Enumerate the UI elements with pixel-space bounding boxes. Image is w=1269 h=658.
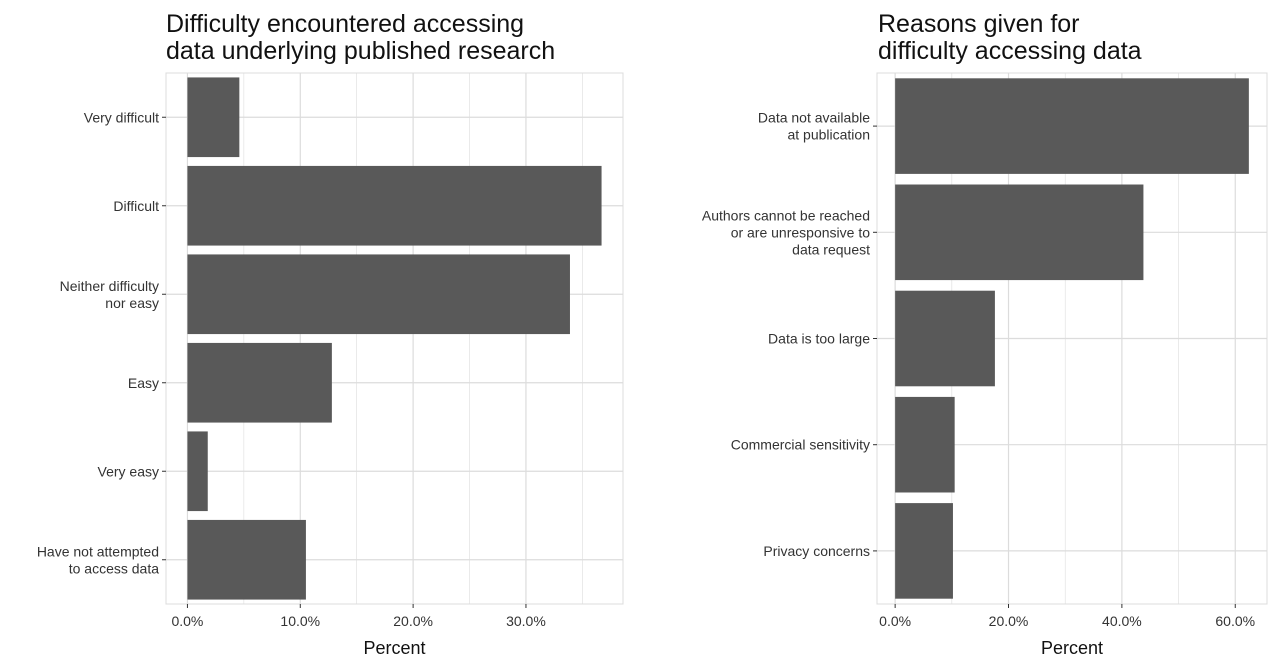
y-tick-label: Authors cannot be reached or are unrespon… xyxy=(702,207,870,257)
bar xyxy=(187,254,570,335)
x-axis-label: Percent xyxy=(363,638,425,658)
y-tick-label-line: Commercial sensitivity xyxy=(731,437,870,453)
chart-title-line: Difficulty encountered accessing xyxy=(166,10,525,38)
y-tick-label-line: Data is too large xyxy=(768,331,870,347)
chart-title: Reasons given for difficulty accessing d… xyxy=(878,11,1142,65)
y-tick-label-line: Easy xyxy=(128,375,159,391)
chart-panel-difficulty: Difficulty encountered accessing data un… xyxy=(37,11,624,658)
bar xyxy=(895,78,1249,174)
y-tick-label-line: Privacy concerns xyxy=(763,543,870,559)
y-tick-label-line: or are unresponsive to xyxy=(731,224,871,240)
x-tick-label: 30.0% xyxy=(506,613,546,629)
y-tick-label-line: at publication xyxy=(787,127,870,143)
y-tick-label-line: data request xyxy=(792,241,870,257)
y-tick-label: Have not attempted to access data xyxy=(37,543,159,576)
bar xyxy=(187,77,240,158)
bar xyxy=(895,290,995,387)
x-tick-label: 20.0% xyxy=(989,613,1029,629)
x-axis-label: Percent xyxy=(1041,638,1103,658)
x-tick-label: 20.0% xyxy=(393,613,433,629)
y-tick-label-line: Very easy xyxy=(98,463,159,479)
x-tick-label: 60.0% xyxy=(1215,613,1255,629)
y-tick-label: Data is too large xyxy=(768,331,870,347)
y-tick-label-line: Data not available xyxy=(758,110,870,126)
plot-border xyxy=(165,72,624,605)
x-tick-label: 0.0% xyxy=(171,613,203,629)
x-tick-label: 10.0% xyxy=(280,613,320,629)
bar xyxy=(895,503,953,599)
y-tick-label: Commercial sensitivity xyxy=(731,437,870,453)
y-tick-label-line: Difficult xyxy=(113,198,159,214)
bar xyxy=(187,342,332,423)
chart-plot-difficulty: Very difficult Difficult Neither difficult… xyxy=(37,72,624,658)
y-tick-label: Neither difficulty nor easy xyxy=(60,278,159,311)
chart-title-line: difficulty accessing data xyxy=(878,37,1142,65)
chart-title-line: Reasons given for xyxy=(878,10,1080,38)
y-tick-label-line: Neither difficulty xyxy=(60,278,159,294)
y-tick-label-line: Very difficult xyxy=(84,109,159,125)
bar xyxy=(187,165,602,246)
x-tick-label: 40.0% xyxy=(1102,613,1142,629)
x-tick-label: 0.0% xyxy=(879,613,911,629)
chart-panel-reasons: Reasons given for difficulty accessing d… xyxy=(640,0,1269,658)
bar xyxy=(187,519,306,600)
y-tick-label: Very easy xyxy=(98,463,159,479)
bar xyxy=(895,184,1144,281)
y-tick-label-line: to access data xyxy=(69,560,159,576)
y-tick-label-line: Have not attempted xyxy=(37,543,159,559)
y-tick-label-line: nor easy xyxy=(105,295,159,311)
y-tick-label: Easy xyxy=(128,375,159,391)
chart-title: Difficulty encountered accessing data un… xyxy=(166,11,555,65)
chart-plot-reasons: Data not available at publication Authors … xyxy=(702,72,1268,658)
bar xyxy=(187,431,208,512)
y-tick-label: Difficult xyxy=(113,198,159,214)
y-tick-label: Privacy concerns xyxy=(763,543,870,559)
y-tick-label-line: Authors cannot be reached xyxy=(702,207,870,223)
y-tick-label: Data not available at publication xyxy=(758,110,870,143)
bar xyxy=(895,396,955,493)
y-tick-label: Very difficult xyxy=(84,109,159,125)
chart-title-line: data underlying published research xyxy=(166,37,556,65)
